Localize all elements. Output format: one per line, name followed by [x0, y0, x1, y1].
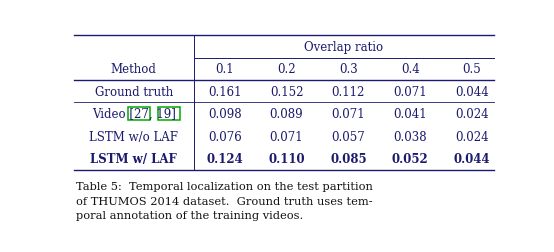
Text: 0.024: 0.024 — [455, 108, 489, 121]
Text: 0.2: 0.2 — [277, 63, 296, 76]
Text: 0.112: 0.112 — [332, 85, 365, 98]
Text: 0.038: 0.038 — [393, 130, 427, 143]
Text: 0.110: 0.110 — [268, 152, 305, 165]
Text: 0.076: 0.076 — [208, 130, 242, 143]
Text: 0.5: 0.5 — [463, 63, 481, 76]
Text: 0.4: 0.4 — [401, 63, 419, 76]
Text: 0.3: 0.3 — [339, 63, 358, 76]
Text: 0.071: 0.071 — [393, 85, 427, 98]
Text: LSTM w/o LAF: LSTM w/o LAF — [89, 130, 178, 143]
Text: Ground truth: Ground truth — [95, 85, 173, 98]
Text: Method: Method — [111, 63, 157, 76]
Text: Overlap ratio: Overlap ratio — [305, 41, 383, 54]
Text: 0.052: 0.052 — [392, 152, 429, 165]
Text: 0.085: 0.085 — [330, 152, 367, 165]
Text: 0.044: 0.044 — [455, 85, 489, 98]
Text: 0.089: 0.089 — [270, 108, 303, 121]
Text: Video [27, 19]: Video [27, 19] — [92, 108, 176, 121]
Text: 0.124: 0.124 — [206, 152, 243, 165]
Text: 0.161: 0.161 — [208, 85, 242, 98]
Text: 0.071: 0.071 — [270, 130, 303, 143]
Text: LSTM w/ LAF: LSTM w/ LAF — [90, 152, 177, 165]
Text: 0.152: 0.152 — [270, 85, 303, 98]
Text: 0.024: 0.024 — [455, 130, 489, 143]
Text: 0.057: 0.057 — [331, 130, 365, 143]
Text: 0.044: 0.044 — [454, 152, 490, 165]
Text: 0.1: 0.1 — [216, 63, 234, 76]
Text: 0.098: 0.098 — [208, 108, 242, 121]
Text: 0.071: 0.071 — [331, 108, 365, 121]
Text: 0.041: 0.041 — [393, 108, 427, 121]
Text: Table 5:  Temporal localization on the test partition
of THUMOS 2014 dataset.  G: Table 5: Temporal localization on the te… — [76, 182, 373, 220]
